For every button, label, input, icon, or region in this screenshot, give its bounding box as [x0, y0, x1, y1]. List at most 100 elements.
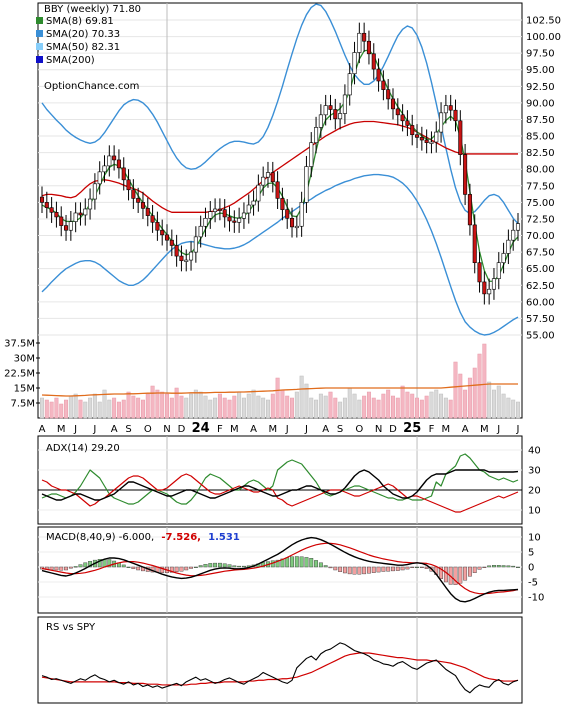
candle-body	[59, 216, 64, 226]
macd-histogram-bar	[237, 565, 242, 568]
moving-averages	[41, 49, 519, 282]
macd-histogram-bar	[352, 566, 357, 575]
candle-body	[328, 105, 333, 110]
sma8-line	[41, 49, 519, 282]
candle-body	[136, 198, 141, 203]
macd-histogram-bar	[160, 566, 165, 573]
macd-histogram-bar	[467, 566, 472, 577]
candle-body	[390, 98, 396, 110]
candle-body	[92, 183, 97, 200]
time-axis: A M J J A S O N D 24 F M A M J J A S O N D 25 F M A M J J	[39, 421, 520, 436]
macd-histogram-bar	[179, 566, 184, 572]
candle-body	[381, 80, 386, 90]
volume-bar	[97, 401, 102, 419]
rs-title: RS vs SPY	[46, 622, 96, 633]
macd-histogram-bar	[184, 566, 189, 571]
volume-bar	[323, 395, 328, 419]
candle-body	[246, 204, 251, 214]
volume-bar	[92, 393, 97, 419]
candle-body	[323, 105, 328, 116]
volume-bar	[241, 397, 246, 419]
macd-histogram-bar	[54, 566, 59, 571]
bollinger-lower-line	[41, 173, 519, 336]
candle-body	[280, 198, 285, 210]
macd-histogram-bar	[419, 566, 424, 569]
price-tick-label: 97.50	[526, 49, 555, 60]
volume-bar	[198, 391, 203, 419]
macd-histogram-bar	[131, 566, 136, 569]
time-axis-label: D	[178, 424, 186, 435]
volume-bar	[237, 391, 242, 419]
macd-histogram-bar	[299, 556, 304, 568]
candle-body	[338, 113, 343, 120]
volume-bar	[342, 397, 347, 419]
volume-bar	[477, 353, 482, 419]
price-tick-label: 82.50	[526, 148, 555, 159]
volume-bar	[352, 393, 357, 419]
price-tick-label: 90.00	[526, 98, 555, 109]
macd-histogram-bar	[371, 566, 376, 573]
price-tick-label: 85.00	[526, 132, 555, 143]
macd-histogram-bar	[222, 563, 227, 568]
candle-body	[405, 120, 410, 126]
candle-body	[424, 139, 429, 143]
price-candles	[39, 22, 521, 305]
macd-histogram-bar	[83, 562, 88, 568]
candle-body	[477, 262, 482, 283]
time-axis-label: M	[230, 424, 239, 435]
bollinger-bands	[41, 3, 519, 336]
candle-body	[78, 212, 83, 216]
price-tick-label: 95.00	[526, 65, 555, 76]
volume-bar	[217, 393, 222, 419]
time-axis-label: O	[144, 424, 152, 435]
volume-bar	[439, 393, 444, 419]
macd-histogram-bar	[290, 556, 294, 568]
volume-bar	[165, 393, 169, 419]
macd-histogram-bar	[487, 565, 492, 568]
volume-bar	[467, 377, 472, 419]
candle-body	[314, 127, 319, 143]
time-axis-label: M	[480, 424, 489, 435]
macd-histogram-bar	[458, 566, 463, 584]
rs-lines	[41, 642, 519, 694]
volume-bar	[405, 391, 410, 419]
candle-body	[386, 89, 391, 100]
candle-body	[193, 236, 198, 253]
macd-histogram-bar	[477, 566, 482, 570]
candle-body	[232, 220, 237, 223]
volume-bar	[386, 389, 391, 419]
volume-bar	[174, 387, 179, 419]
candle-body	[429, 141, 434, 144]
macd-histogram-bar	[357, 566, 362, 575]
candle-body	[491, 278, 496, 290]
macd-histogram-bar	[506, 565, 511, 568]
volume-bar	[415, 397, 420, 419]
time-axis-label: A	[250, 424, 257, 435]
time-axis-label: 25	[403, 421, 421, 436]
macd-histogram-bar	[198, 565, 203, 568]
macd-histogram-bar	[415, 566, 419, 569]
volume-bar	[49, 401, 54, 419]
candle-body	[467, 194, 472, 226]
candle-body	[496, 262, 501, 279]
candle-body	[174, 245, 179, 257]
candle-body	[140, 202, 146, 209]
legend-swatch	[36, 43, 43, 50]
volume-bar	[121, 399, 126, 419]
price-grid	[38, 3, 522, 418]
volume-bar	[68, 395, 73, 419]
volume-bar	[309, 397, 314, 419]
candle-body	[304, 166, 309, 203]
time-axis-label: J	[285, 424, 289, 435]
candle-body	[511, 229, 516, 241]
candle-body	[448, 105, 453, 111]
volume-bar	[222, 397, 227, 419]
volume-bar	[516, 401, 520, 419]
macd-histogram-bar	[217, 562, 222, 568]
macd-histogram-bar	[64, 566, 68, 571]
time-axis-label: A	[39, 424, 46, 435]
candle-body	[395, 108, 400, 116]
volume-bar	[496, 385, 501, 419]
rs-panel-frame	[37, 616, 523, 704]
legend-swatch	[36, 17, 43, 24]
